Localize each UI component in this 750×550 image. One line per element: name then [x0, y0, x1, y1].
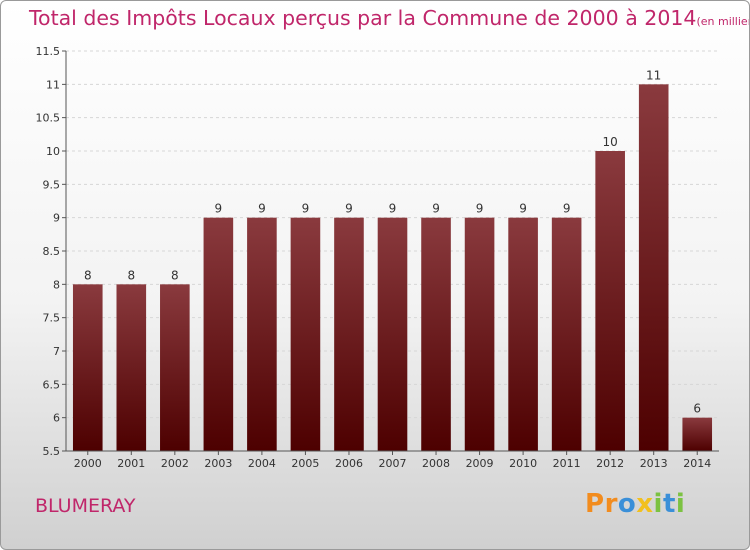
y-tick-label: 8.5	[43, 245, 61, 258]
data-label-2011: 9	[563, 202, 571, 216]
data-label-2002: 8	[171, 268, 179, 282]
y-tick-label: 7.5	[43, 312, 61, 325]
unit-note: (en milliers d'€)	[696, 15, 749, 28]
bar-2010	[508, 217, 538, 451]
logo-letter: P	[585, 489, 605, 519]
logo-letter: i	[675, 489, 686, 519]
y-tick-label: 6.5	[43, 378, 61, 391]
x-tick-label-2011: 2011	[553, 457, 581, 470]
data-label-2000: 8	[84, 268, 92, 282]
bar-2000	[72, 284, 103, 451]
commune-name: BLUMERAY	[35, 495, 136, 517]
bar-2008	[421, 217, 451, 451]
data-label-2001: 8	[127, 268, 135, 282]
y-tick-label: 6	[53, 412, 60, 425]
x-tick-label-2001: 2001	[117, 457, 145, 470]
bar-2003	[203, 217, 234, 451]
y-tick-label: 10.5	[36, 112, 61, 125]
data-label-2008: 9	[432, 202, 440, 216]
bar-2004	[247, 217, 277, 451]
x-tick-label-2012: 2012	[596, 457, 624, 470]
x-tick-label-2014: 2014	[683, 457, 711, 470]
y-tick-label: 11	[46, 78, 60, 91]
axes	[62, 50, 719, 455]
x-tick-label-2006: 2006	[335, 457, 363, 470]
logo-letter: t	[662, 489, 676, 519]
data-label-2010: 9	[519, 202, 527, 216]
data-label-2004: 9	[258, 202, 266, 216]
y-tick-label: 9	[53, 212, 60, 225]
bar-2007	[377, 217, 408, 451]
x-tick-label-2010: 2010	[509, 457, 537, 470]
data-label-2007: 9	[389, 202, 397, 216]
chart-title: Total des Impôts Locaux perçus par la Co…	[29, 6, 697, 30]
logo-letter: i	[653, 489, 663, 519]
y-tick-label: 7	[53, 345, 60, 358]
y-tick-label: 10	[46, 145, 60, 158]
y-tick-label: 5.5	[43, 445, 61, 458]
data-label-2009: 9	[476, 202, 484, 216]
x-tick-label-2004: 2004	[248, 457, 276, 470]
x-tick-label-2005: 2005	[291, 457, 319, 470]
x-tick-label-2008: 2008	[422, 457, 450, 470]
labels: 5.5 6 6.5 7 7.5 8 8.5 9 9.5 10 10.5 11 11.5 8 2000 8 200…	[36, 45, 712, 470]
data-label-2014: 6	[693, 402, 701, 416]
bar-2005	[290, 217, 321, 451]
data-label-2012: 10	[603, 135, 618, 149]
y-tick-label: 9.5	[43, 178, 61, 191]
chart-title-row: Total des Impôts Locaux perçus par la Co…	[29, 6, 749, 30]
x-tick-label-2000: 2000	[74, 457, 102, 470]
bar-2012	[595, 151, 625, 451]
x-tick-label-2002: 2002	[161, 457, 189, 470]
logo-letter: o	[617, 489, 637, 519]
x-tick-label-2009: 2009	[466, 457, 494, 470]
bar-2006	[334, 217, 364, 451]
x-tick-label-2013: 2013	[640, 457, 668, 470]
bar-2009	[464, 217, 495, 451]
y-tick-label: 11.5	[36, 45, 61, 58]
x-tick-label-2007: 2007	[379, 457, 407, 470]
logo-letter: x	[636, 489, 654, 519]
proxiti-logo: Proxiti	[585, 489, 685, 519]
bar-2001	[116, 284, 147, 451]
bar-2011	[551, 217, 582, 451]
data-label-2003: 9	[215, 202, 223, 216]
x-tick-label-2003: 2003	[204, 457, 232, 470]
bar-2013	[638, 84, 669, 451]
bars	[72, 84, 713, 451]
bar-2002	[160, 284, 190, 451]
data-label-2006: 9	[345, 202, 353, 216]
bar-2014	[682, 417, 713, 451]
data-label-2005: 9	[302, 202, 310, 216]
y-tick-label: 8	[53, 278, 60, 291]
logo-letter: r	[604, 489, 618, 519]
data-label-2013: 11	[646, 68, 661, 82]
